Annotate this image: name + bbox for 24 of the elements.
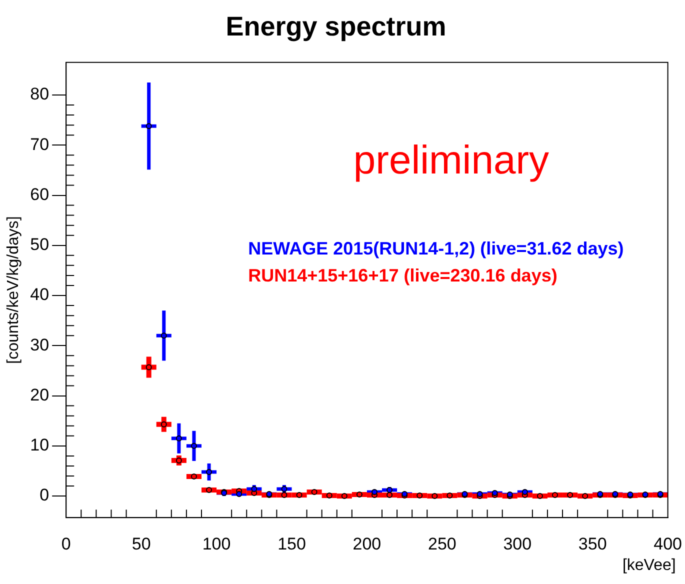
x-tick-label: 300 xyxy=(503,534,532,554)
x-tick-label: 200 xyxy=(352,534,382,554)
x-tick-label: 100 xyxy=(202,534,231,554)
x-tick-label: 0 xyxy=(61,534,71,554)
y-tick-label: 80 xyxy=(30,84,50,104)
text: NEWAGE 2015(RUN14-1,2) (live=31.62 days) xyxy=(248,238,624,258)
x-tick-label: 400 xyxy=(654,534,682,554)
y-tick-label: 50 xyxy=(30,235,50,254)
y-tick-label: 70 xyxy=(30,134,50,154)
x-tick-label: 50 xyxy=(132,534,151,554)
y-tick-label: 0 xyxy=(40,486,50,505)
y-axis-title: [counts/keV/kg/days] xyxy=(5,216,22,364)
chart-title: Energy spectrum xyxy=(226,12,446,42)
y-tick-label: 40 xyxy=(30,285,50,304)
y-tick-label: 20 xyxy=(30,385,50,404)
y-tick-label: 30 xyxy=(30,335,50,354)
x-tick-label: 350 xyxy=(578,534,607,554)
y-tick-label: 60 xyxy=(30,184,50,204)
x-axis-title: [keVee] xyxy=(622,557,676,574)
x-tick-label: 250 xyxy=(428,534,456,554)
x-tick-label: 150 xyxy=(278,534,306,554)
y-tick-label: 10 xyxy=(30,436,50,455)
annotation: preliminary xyxy=(353,138,550,182)
text: RUN14+15+16+17 (live=230.16 days) xyxy=(248,265,558,286)
